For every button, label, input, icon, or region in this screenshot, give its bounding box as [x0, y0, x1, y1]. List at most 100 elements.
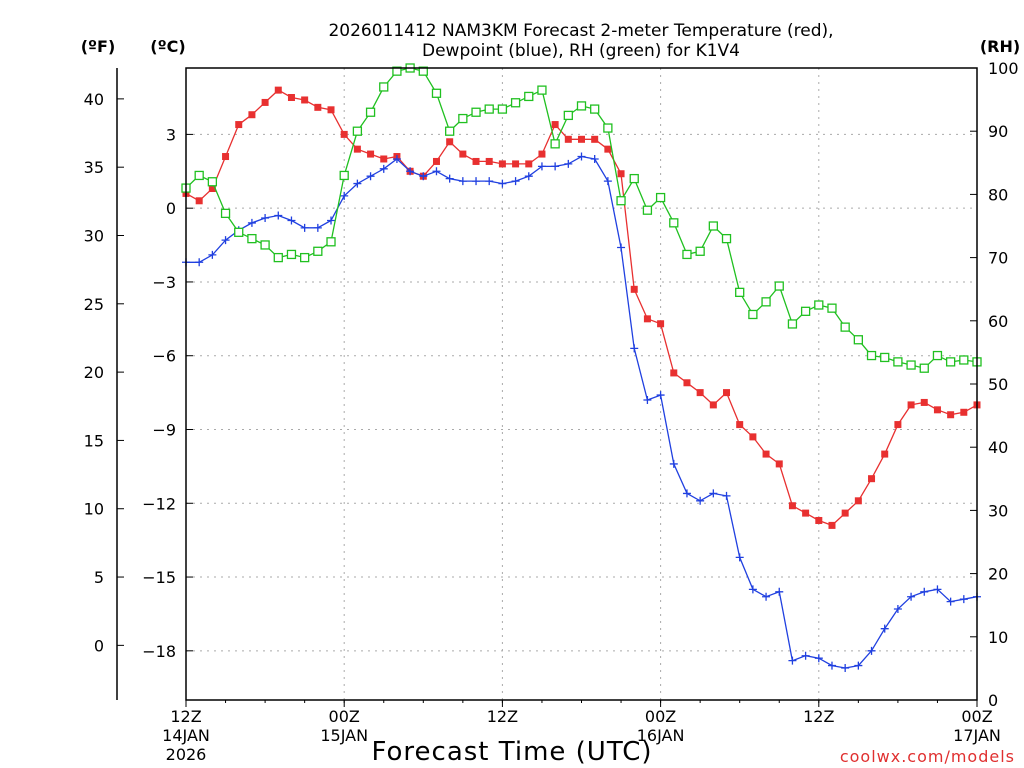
rh-point — [880, 352, 890, 363]
dewpoint-point — [762, 592, 771, 601]
rh-tick-label: 20 — [988, 565, 1008, 584]
temperature-point — [762, 450, 770, 458]
rh-point — [748, 309, 758, 320]
rh-tick-label: 60 — [988, 312, 1008, 331]
temperature-point — [301, 96, 309, 104]
rh-point — [471, 107, 481, 117]
dewpoint-point — [564, 159, 573, 168]
rh-point — [365, 107, 376, 117]
rh-point — [945, 357, 956, 367]
rh-point — [642, 205, 653, 215]
rh-tick-label: 0 — [988, 691, 998, 710]
dewpoint-point — [643, 395, 652, 404]
rh-point — [313, 246, 323, 256]
time-tick-date: 15JAN — [320, 726, 368, 745]
temperature-point — [670, 369, 678, 377]
temperature-point — [815, 516, 823, 524]
rh-point — [273, 252, 283, 263]
rh-point — [893, 357, 903, 367]
rh-point — [576, 101, 587, 111]
temperature-point — [723, 389, 731, 397]
rh-tick-label: 10 — [988, 628, 1008, 647]
dewpoint-point — [617, 243, 626, 252]
rh-point — [339, 170, 349, 181]
dewpoint-point — [353, 179, 362, 188]
rh-point — [194, 170, 204, 181]
dewpoint-point — [788, 656, 797, 665]
temperature-point — [736, 421, 744, 429]
dewpoint-point — [498, 179, 507, 188]
rh-tick-label: 90 — [988, 122, 1008, 141]
dewpoint-point — [472, 177, 481, 186]
dewpoint-line — [186, 155, 978, 669]
rh-point — [286, 249, 297, 260]
rh-point — [787, 319, 798, 329]
dewpoint-point — [406, 167, 415, 176]
dewpoint-point — [392, 154, 401, 163]
fahrenheit-tick-label: 35 — [84, 158, 104, 177]
rh-tick-label: 80 — [988, 185, 1008, 204]
dewpoint-point — [959, 595, 968, 604]
temperature-point — [538, 150, 546, 158]
dewpoint-point — [485, 177, 494, 186]
dewpoint-point — [854, 661, 863, 670]
rh-point — [906, 360, 916, 370]
dewpoint-point — [379, 164, 388, 173]
fahrenheit-tick-label: 5 — [94, 568, 104, 587]
celsius-tick-label: −18 — [142, 642, 176, 661]
dewpoint-point — [841, 664, 850, 673]
dewpoint-point — [801, 651, 810, 660]
rh-point — [445, 126, 455, 136]
temperature-point — [353, 145, 361, 153]
rh-tick-label: 40 — [988, 438, 1008, 457]
time-tick-label: 12Z — [487, 707, 518, 726]
dewpoint-point — [340, 191, 349, 200]
temperature-point — [446, 138, 454, 146]
rh-point — [695, 246, 705, 256]
rh-tick-label: 100 — [988, 59, 1019, 78]
fahrenheit-unit-label: (ºF) — [81, 37, 116, 56]
rh-point — [563, 110, 573, 121]
temperature-point — [617, 170, 625, 178]
rh-point — [721, 233, 732, 244]
time-tick-date: 16JAN — [637, 726, 685, 745]
dewpoint-point — [221, 236, 230, 245]
rh-point — [840, 322, 850, 332]
rh-point — [800, 306, 811, 316]
dewpoint-point — [682, 489, 691, 498]
rh-point — [655, 192, 666, 203]
dewpoint-point — [735, 553, 744, 562]
rh-point — [629, 173, 639, 184]
dewpoint-point — [195, 258, 204, 267]
temperature-point — [709, 401, 717, 409]
time-tick-label: 12Z — [170, 707, 201, 726]
dewpoint-point — [445, 174, 454, 183]
celsius-tick-label: −9 — [152, 420, 176, 439]
temperature-point — [327, 106, 335, 114]
rh-tick-label: 70 — [988, 249, 1008, 268]
celsius-tick-label: −15 — [142, 568, 176, 587]
temperature-point — [564, 135, 572, 143]
rh-point — [392, 66, 402, 76]
chart-title-line-2: Dewpoint (blue), RH (green) for K1V4 — [422, 41, 740, 61]
rh-point — [497, 104, 508, 114]
rh-point — [379, 82, 389, 92]
time-tick-label: 00Z — [961, 707, 992, 726]
temperature-point — [920, 398, 928, 406]
rh-point — [761, 297, 771, 307]
rh-axis: 0 10 20 30 40 50 60 70 80 90 100 — [970, 59, 1019, 710]
fahrenheit-tick-label: 0 — [94, 636, 104, 655]
temperature-point — [683, 379, 691, 387]
celsius-tick-label: −6 — [152, 347, 176, 366]
temperature-point — [894, 421, 902, 429]
dewpoint-point — [669, 459, 678, 468]
celsius-tick-label: −3 — [152, 273, 176, 292]
dewpoint-point — [827, 661, 836, 670]
temperature-point — [578, 135, 585, 143]
dewpoint-point — [722, 491, 731, 500]
rh-point — [959, 355, 969, 365]
temperature-point — [775, 460, 783, 468]
temperature-point — [367, 150, 375, 158]
temperature-point — [512, 160, 520, 168]
